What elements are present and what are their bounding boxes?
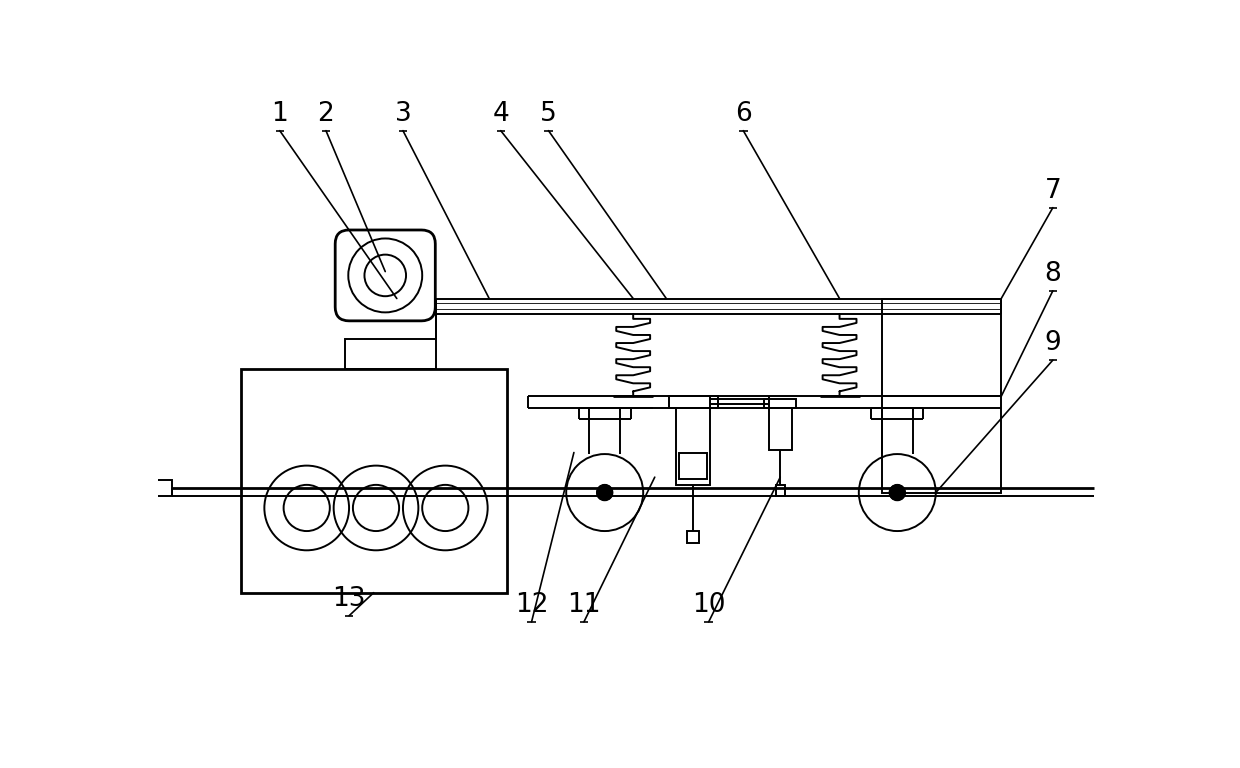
Text: 2: 2 [317,101,335,127]
Text: 4: 4 [492,101,510,127]
Bar [242,369,507,593]
Text: 9: 9 [1044,330,1061,356]
Text: 12: 12 [515,592,548,618]
Text: 5: 5 [541,101,557,127]
Text: 11: 11 [567,592,600,618]
Bar [882,299,1001,492]
Bar [769,408,792,450]
Bar [668,396,718,408]
Text: 8: 8 [1044,261,1061,287]
Circle shape [889,485,905,500]
Bar [687,531,699,544]
Bar [345,339,436,369]
Text: 7: 7 [1044,178,1061,204]
Text: 13: 13 [332,586,366,612]
Text: 6: 6 [735,101,751,127]
Bar [764,399,796,408]
Circle shape [596,485,613,500]
Text: 10: 10 [692,592,725,618]
Bar [776,485,785,495]
Bar [680,453,707,478]
Text: 3: 3 [394,101,412,127]
Text: 1: 1 [272,101,288,127]
Bar [150,480,172,495]
Bar [676,408,711,485]
